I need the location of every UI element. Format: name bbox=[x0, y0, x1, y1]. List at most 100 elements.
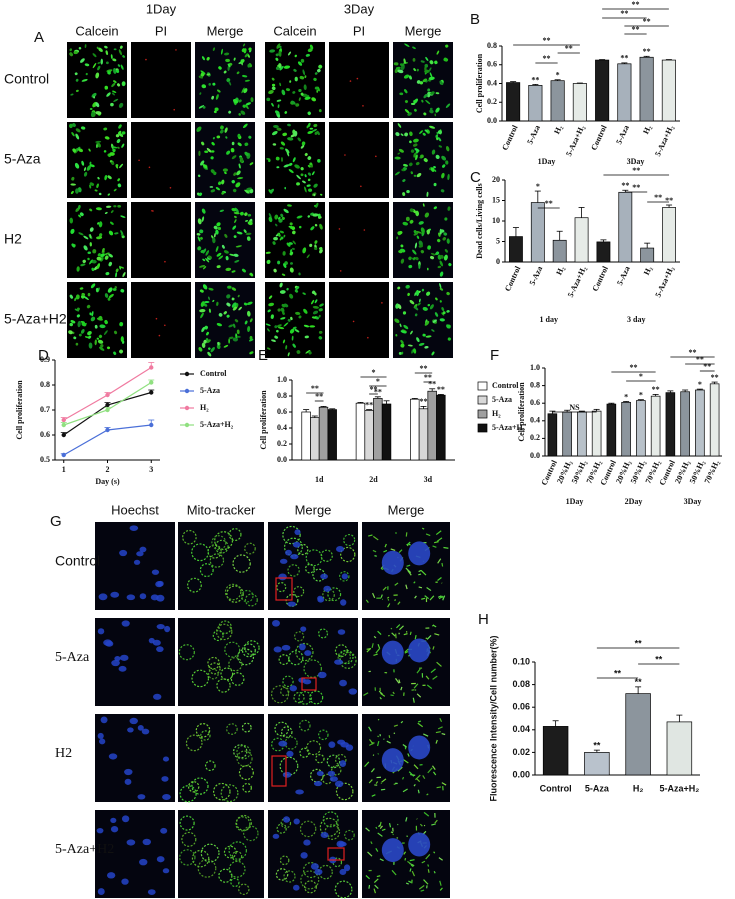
cell bbox=[400, 339, 404, 345]
cell bbox=[282, 339, 286, 344]
cell bbox=[121, 131, 126, 135]
bar-label: ** bbox=[643, 47, 651, 56]
mitochondria bbox=[283, 537, 303, 557]
mitochondria bbox=[295, 642, 314, 662]
y-tick-label: 0.4 bbox=[530, 416, 540, 425]
bar bbox=[661, 59, 676, 122]
y-tick-label: 0.2 bbox=[530, 433, 540, 442]
mitochondria bbox=[423, 879, 429, 885]
mitochondria bbox=[379, 696, 382, 700]
cell bbox=[425, 56, 429, 61]
cell bbox=[218, 66, 222, 70]
significance-label: ** bbox=[630, 363, 638, 372]
cell bbox=[414, 313, 418, 317]
cell bbox=[243, 229, 247, 233]
legend-label: Control bbox=[492, 381, 519, 390]
bar bbox=[625, 693, 651, 776]
cell bbox=[424, 212, 430, 218]
nucleus bbox=[129, 717, 138, 725]
cell bbox=[95, 102, 100, 108]
point bbox=[149, 380, 154, 385]
mitochondria bbox=[431, 823, 436, 826]
mitochondria bbox=[438, 595, 444, 600]
cell bbox=[216, 135, 221, 139]
mitochondria bbox=[373, 653, 378, 656]
cell bbox=[311, 290, 316, 295]
cell bbox=[87, 257, 90, 261]
nucleus bbox=[339, 679, 347, 687]
bar-label: ** bbox=[711, 373, 719, 382]
nucleus bbox=[97, 888, 105, 896]
cell bbox=[250, 97, 254, 103]
mitochondria bbox=[412, 697, 415, 703]
cell bbox=[305, 350, 311, 354]
mitochondria bbox=[212, 782, 231, 801]
mitochondria bbox=[374, 884, 379, 889]
x-tick-label: H₂ bbox=[552, 123, 564, 135]
cell bbox=[76, 307, 80, 311]
cell bbox=[427, 245, 431, 250]
cell bbox=[435, 134, 439, 139]
dead-cell bbox=[360, 185, 362, 188]
cell bbox=[312, 171, 315, 176]
cell bbox=[234, 260, 240, 263]
cell bbox=[288, 162, 293, 166]
bar bbox=[709, 383, 720, 457]
nucleus bbox=[279, 558, 288, 564]
bar bbox=[650, 395, 661, 457]
mitochondria bbox=[232, 554, 251, 573]
y-tick-label: 0.5 bbox=[40, 455, 50, 464]
cell bbox=[199, 289, 204, 293]
nucleus bbox=[381, 550, 404, 575]
cell bbox=[80, 263, 86, 267]
bar-label: * bbox=[639, 391, 643, 400]
cell bbox=[103, 150, 107, 153]
cell bbox=[287, 319, 291, 322]
cell bbox=[76, 314, 81, 318]
cell bbox=[279, 82, 282, 87]
cell bbox=[91, 92, 97, 98]
mitochondria bbox=[413, 581, 416, 584]
cell bbox=[249, 188, 254, 194]
cell bbox=[411, 349, 414, 354]
micrograph bbox=[178, 618, 264, 706]
cell bbox=[200, 70, 206, 75]
mitochondria bbox=[422, 775, 426, 780]
cell bbox=[318, 308, 323, 312]
y-tick-label: 0.8 bbox=[530, 380, 540, 389]
cell bbox=[308, 351, 312, 355]
y-tick-label: 0.6 bbox=[40, 430, 50, 439]
mitochondria bbox=[401, 776, 405, 780]
nucleus bbox=[334, 780, 344, 788]
cell bbox=[418, 342, 425, 346]
nucleus bbox=[162, 868, 170, 874]
cell bbox=[233, 57, 236, 61]
cell bbox=[98, 47, 103, 52]
bar-label: * bbox=[536, 182, 540, 191]
cell bbox=[312, 310, 319, 315]
nucleus bbox=[127, 727, 134, 733]
mitochondria bbox=[427, 767, 433, 774]
micrograph bbox=[362, 618, 450, 706]
cell bbox=[208, 287, 214, 291]
cell bbox=[202, 105, 206, 109]
cell bbox=[300, 58, 305, 63]
cell bbox=[398, 351, 402, 355]
nucleus bbox=[283, 816, 291, 823]
row-label: H2 bbox=[4, 231, 22, 247]
cell bbox=[400, 343, 405, 348]
cell bbox=[241, 48, 246, 53]
cell bbox=[277, 260, 281, 265]
mitochondria bbox=[386, 740, 391, 744]
mitochondria bbox=[441, 562, 444, 567]
mitochondria bbox=[416, 668, 421, 674]
x-tick-label: 2d bbox=[369, 475, 378, 484]
dead-cell bbox=[158, 334, 161, 337]
cell bbox=[281, 216, 285, 220]
cell bbox=[216, 252, 222, 257]
cell bbox=[235, 182, 241, 188]
cell bbox=[200, 312, 204, 319]
cell bbox=[249, 335, 253, 340]
y-tick-label: 0.2 bbox=[277, 439, 287, 448]
cell bbox=[293, 130, 298, 137]
